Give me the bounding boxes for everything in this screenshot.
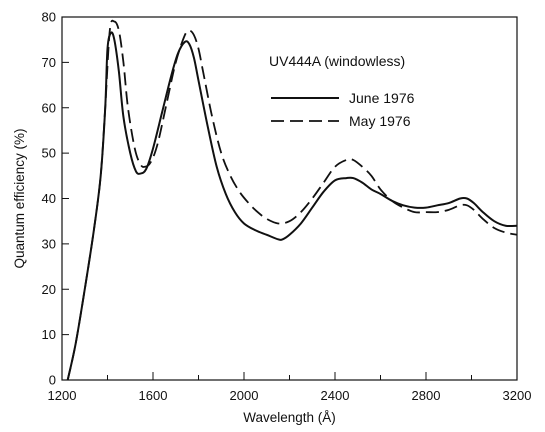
plot-frame [61, 16, 518, 381]
legend-label-may: May 1976 [349, 113, 411, 129]
y-tick-label: 40 [42, 191, 56, 206]
x-tick-label: 3200 [503, 388, 532, 403]
x-tick-label: 1600 [139, 388, 168, 403]
x-tick-label: 2000 [230, 388, 259, 403]
y-tick-label: 60 [42, 100, 56, 115]
x-tick-label: 2800 [412, 388, 441, 403]
y-tick-label: 10 [42, 327, 56, 342]
y-tick-label: 20 [42, 282, 56, 297]
x-tick-label: 1200 [48, 388, 77, 403]
x-tick-label: 2400 [321, 388, 350, 403]
y-tick-label: 80 [42, 10, 56, 25]
series-layer [66, 19, 518, 381]
legend-title: UV444A (windowless) [269, 53, 405, 69]
y-axis: 0 10 20 30 40 50 60 70 80 [42, 10, 69, 388]
legend: UV444A (windowless) June 1976 May 1976 [269, 53, 415, 129]
y-tick-label: 0 [49, 373, 56, 388]
y-tick-label: 70 [42, 55, 56, 70]
series-line-june-1976 [66, 31, 518, 381]
series-line-may-1976 [66, 19, 518, 381]
x-axis-title: Wavelength (Å) [243, 410, 336, 425]
legend-label-june: June 1976 [349, 90, 415, 106]
y-tick-label: 50 [42, 146, 56, 161]
y-axis-title: Quantum efficiency (%) [12, 128, 27, 268]
x-axis: 1200 1600 2000 2400 2800 3200 [48, 372, 532, 403]
y-tick-label: 30 [42, 236, 56, 251]
